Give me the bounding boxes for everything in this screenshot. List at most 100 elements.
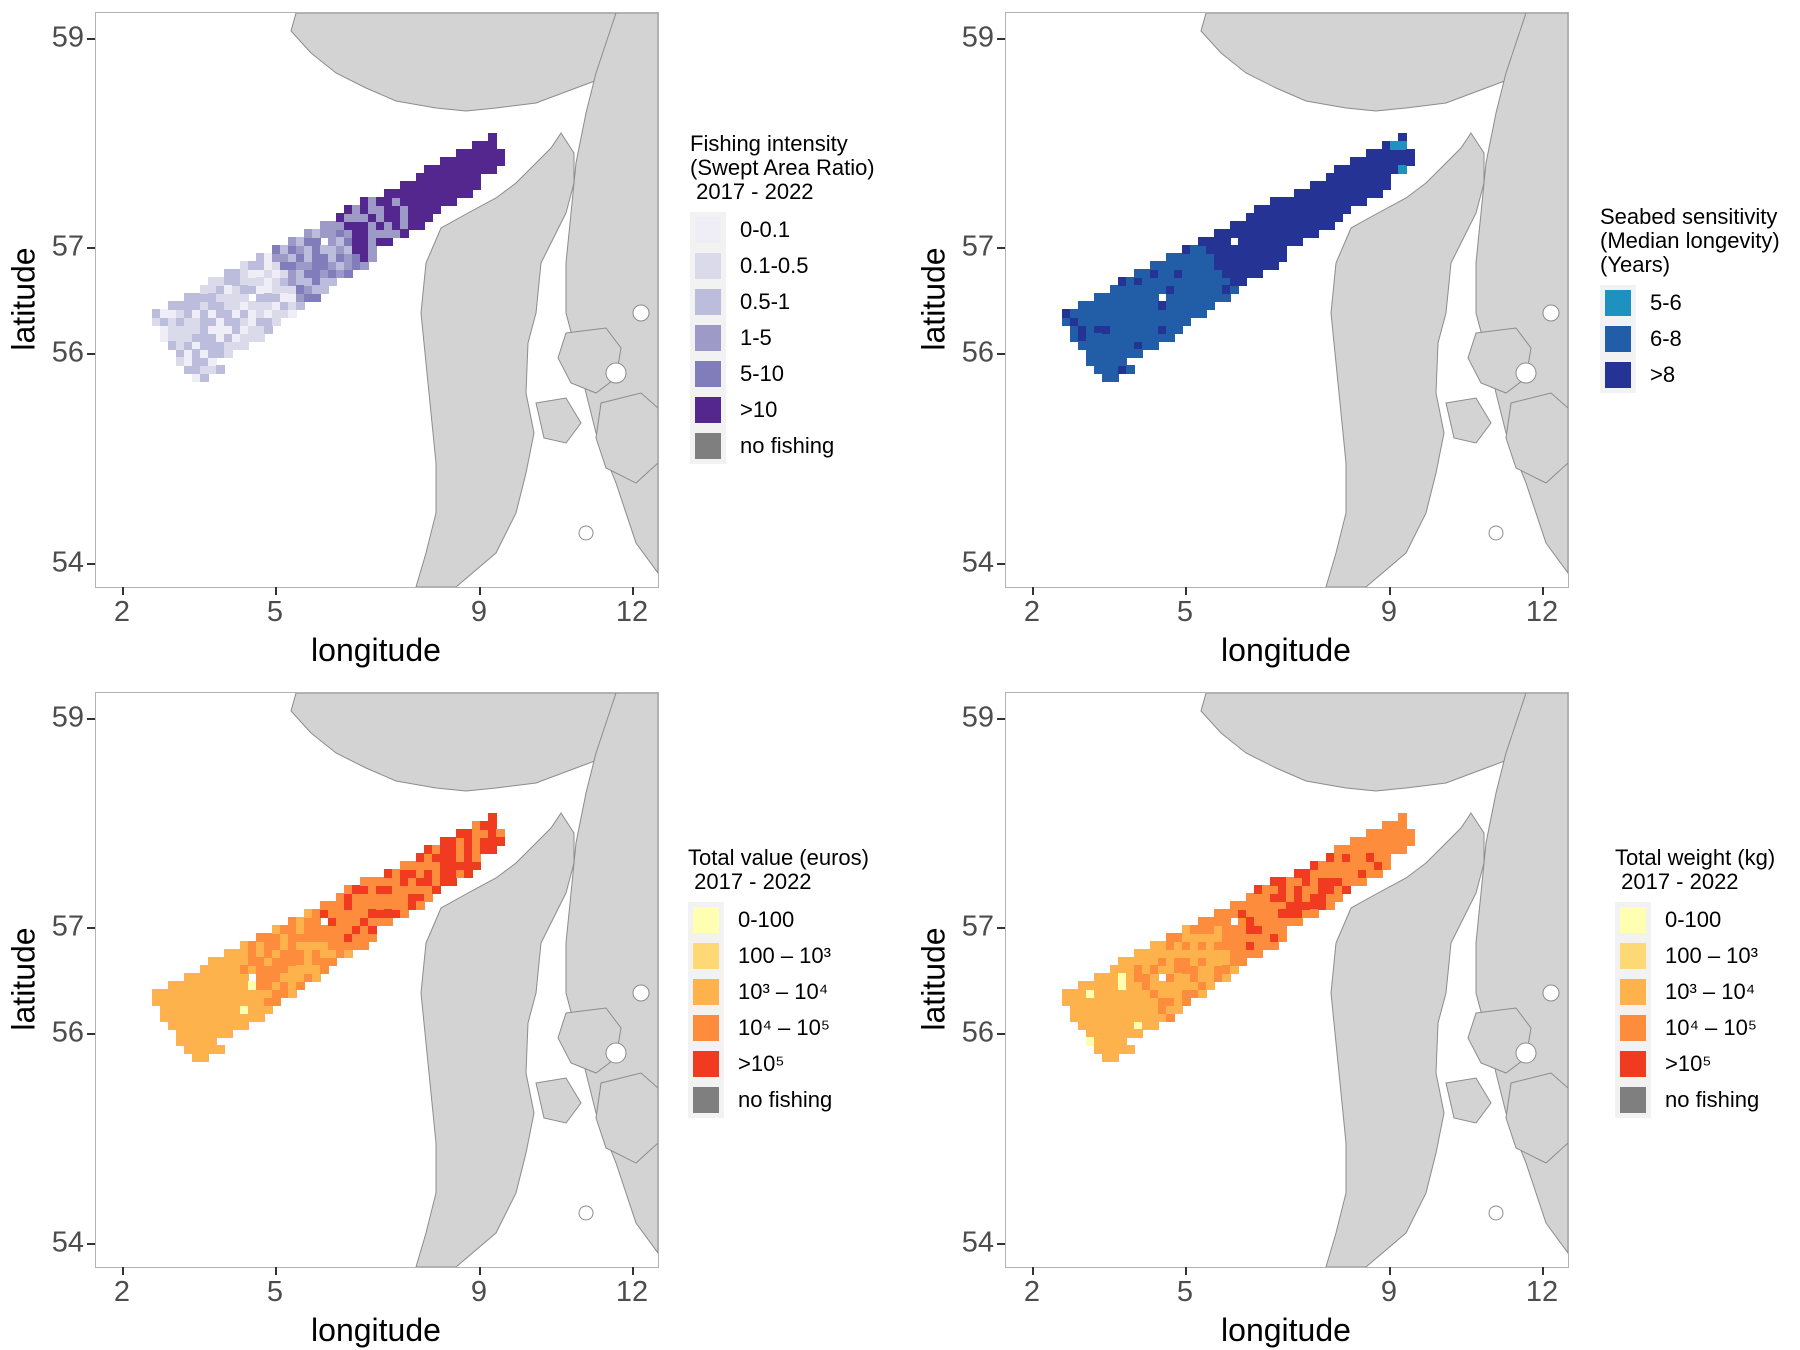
grid-cell xyxy=(1246,909,1255,918)
grid-cell xyxy=(320,245,329,254)
grid-cell xyxy=(232,341,241,350)
grid-cell xyxy=(248,957,257,966)
grid-cell xyxy=(1326,173,1335,182)
x-tick-label: 12 xyxy=(615,596,649,628)
grid-cell xyxy=(312,925,321,934)
grid-cell xyxy=(232,309,241,318)
grid-cell xyxy=(240,989,249,998)
grid-cell xyxy=(288,981,297,990)
grid-cell xyxy=(160,333,169,342)
grid-cell xyxy=(328,221,337,230)
grid-cell xyxy=(1166,941,1175,950)
grid-cell xyxy=(1166,933,1175,942)
grid-cell xyxy=(1174,965,1183,974)
grid-cell xyxy=(1206,933,1215,942)
grid-cell xyxy=(328,949,337,958)
grid-cell xyxy=(176,997,185,1006)
grid-cell xyxy=(1166,293,1175,302)
grid-cell xyxy=(1150,981,1159,990)
grid-cell xyxy=(1150,941,1159,950)
grid-cell xyxy=(264,949,273,958)
grid-cell xyxy=(1350,197,1359,206)
grid-cell xyxy=(480,845,489,854)
grid-cell xyxy=(376,901,385,910)
grid-cell xyxy=(448,853,457,862)
grid-cell xyxy=(1318,861,1327,870)
grid-cell xyxy=(472,861,481,870)
grid-cell xyxy=(1310,181,1319,190)
map-canvas xyxy=(152,693,658,1267)
y-tick-label: 57 xyxy=(51,910,84,943)
grid-cell xyxy=(472,149,481,158)
grid-cell xyxy=(264,325,273,334)
grid-cell xyxy=(352,917,361,926)
grid-cell xyxy=(1134,949,1143,958)
grid-cell xyxy=(392,221,401,230)
grid-cell xyxy=(1182,981,1191,990)
grid-cell xyxy=(376,229,385,238)
grid-cell xyxy=(1174,293,1183,302)
y-axis-label: latitude xyxy=(5,927,42,1031)
grid-cell xyxy=(432,189,441,198)
grid-cell xyxy=(464,837,473,846)
grid-cell xyxy=(1326,885,1335,894)
grid-cell xyxy=(1222,949,1231,958)
grid-cell xyxy=(1174,981,1183,990)
grid-cell xyxy=(1078,301,1087,310)
grid-cell xyxy=(200,1021,209,1030)
grid-cell xyxy=(200,1029,209,1038)
grid-cell xyxy=(1126,293,1135,302)
grid-cell xyxy=(1198,285,1207,294)
grid-cell xyxy=(360,197,369,206)
grid-cell xyxy=(424,853,433,862)
grid-cell xyxy=(1142,957,1151,966)
grid-cell xyxy=(1350,165,1359,174)
grid-cell xyxy=(392,909,401,918)
grid-cell xyxy=(312,269,321,278)
grid-cell xyxy=(1158,1005,1167,1014)
grid-cell xyxy=(248,949,257,958)
grid-cell xyxy=(480,165,489,174)
grid-cell xyxy=(1334,189,1343,198)
grid-cell xyxy=(408,869,417,878)
legend-swatch xyxy=(1615,1010,1651,1046)
grid-cell xyxy=(1182,949,1191,958)
grid-cell xyxy=(1118,957,1127,966)
grid-cell xyxy=(192,373,201,382)
x-tick-label: 2 xyxy=(1023,1276,1041,1308)
grid-cell xyxy=(1102,989,1111,998)
legend-label: >10⁵ xyxy=(738,1051,785,1076)
grid-cell xyxy=(432,181,441,190)
grid-cell xyxy=(456,861,465,870)
grid-cell xyxy=(1358,173,1367,182)
grid-cell xyxy=(1142,317,1151,326)
grid-cell xyxy=(1302,189,1311,198)
grid-cell xyxy=(400,197,409,206)
grid-cell xyxy=(1158,957,1167,966)
grid-cell xyxy=(1134,957,1143,966)
grid-cell xyxy=(248,261,257,270)
grid-cell xyxy=(1254,245,1263,254)
grid-cell xyxy=(224,293,233,302)
grid-cell xyxy=(1062,997,1071,1006)
grid-cell xyxy=(248,333,257,342)
grid-cell xyxy=(1118,1045,1127,1054)
grid-cell xyxy=(1150,965,1159,974)
grid-cell xyxy=(280,253,289,262)
grid-cell xyxy=(488,165,497,174)
grid-cell xyxy=(1398,837,1407,846)
grid-cell xyxy=(224,269,233,278)
grid-cell xyxy=(1222,237,1231,246)
grid-cell xyxy=(200,1005,209,1014)
grid-cell xyxy=(1350,861,1359,870)
grid-cell xyxy=(336,213,345,222)
grid-cell xyxy=(1350,189,1359,198)
grid-cell xyxy=(1126,973,1135,982)
water-body xyxy=(1515,362,1537,384)
grid-cell xyxy=(1182,957,1191,966)
grid-cell xyxy=(368,245,377,254)
grid-cell xyxy=(168,309,177,318)
x-tick-mark xyxy=(122,587,124,595)
grid-cell xyxy=(1318,197,1327,206)
grid-cell xyxy=(1254,909,1263,918)
